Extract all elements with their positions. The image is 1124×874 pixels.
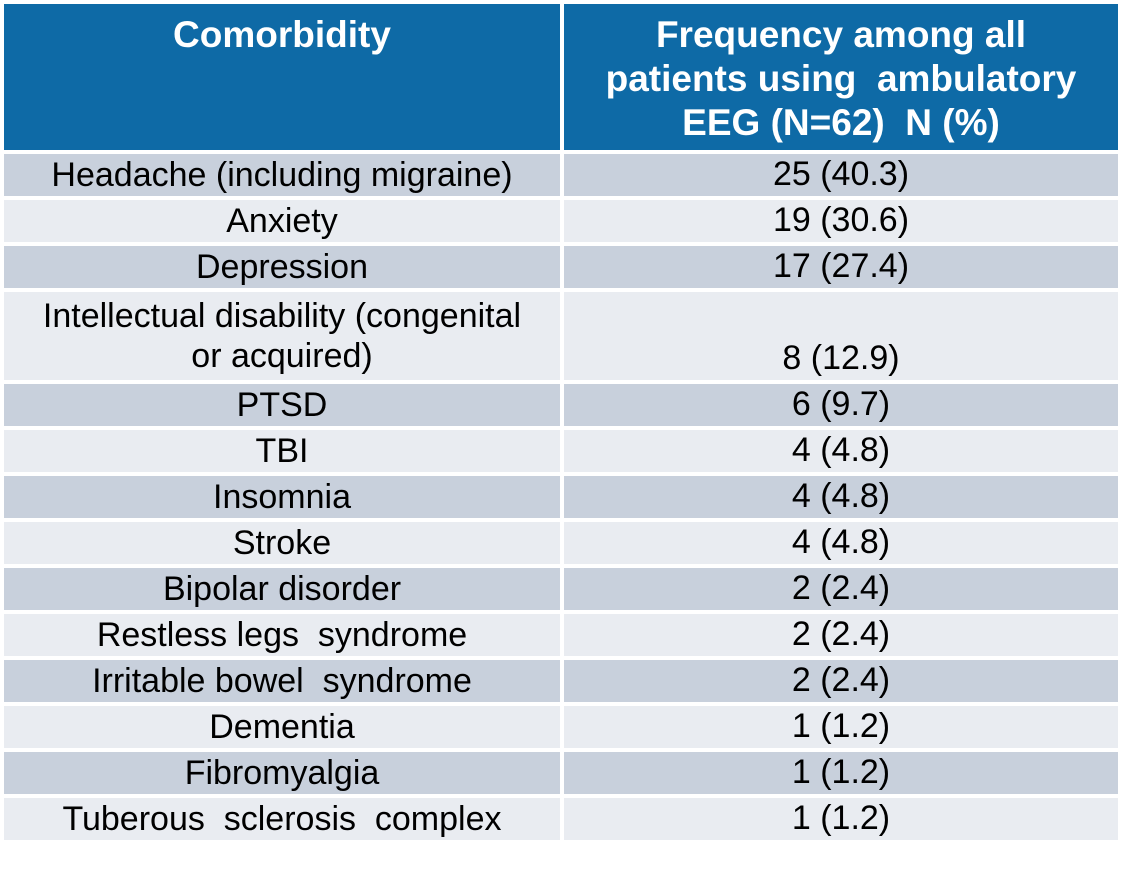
comorbidity-cell: Insomnia [4,476,560,518]
table-row: Headache (including migraine) 25 (40.3) [4,154,1118,196]
comorbidity-table: Comorbidity Frequency among all patients… [4,4,1118,840]
table-row: Depression 17 (27.4) [4,246,1118,288]
comorbidity-cell: Fibromyalgia [4,752,560,794]
comorbidity-header-cell: Comorbidity [4,4,560,150]
comorbidity-cell: Depression [4,246,560,288]
frequency-cell: 4 (4.8) [564,522,1118,564]
frequency-header-cell: Frequency among all patients using ambul… [564,4,1118,150]
comorbidity-cell: PTSD [4,384,560,426]
header-row: Comorbidity Frequency among all patients… [4,4,1118,150]
frequency-cell: 6 (9.7) [564,384,1118,426]
table-row: PTSD 6 (9.7) [4,384,1118,426]
frequency-cell: 4 (4.8) [564,430,1118,472]
frequency-cell: 2 (2.4) [564,660,1118,702]
comorbidity-cell: Headache (including migraine) [4,154,560,196]
table-row: Anxiety 19 (30.6) [4,200,1118,242]
table-row: TBI 4 (4.8) [4,430,1118,472]
frequency-cell: 1 (1.2) [564,798,1118,840]
table-row: Dementia 1 (1.2) [4,706,1118,748]
frequency-cell: 8 (12.9) [564,292,1118,380]
frequency-cell: 4 (4.8) [564,476,1118,518]
comorbidity-cell: Stroke [4,522,560,564]
table-row: Restless legs syndrome 2 (2.4) [4,614,1118,656]
frequency-cell: 17 (27.4) [564,246,1118,288]
frequency-cell: 2 (2.4) [564,568,1118,610]
frequency-cell: 25 (40.3) [564,154,1118,196]
comorbidity-cell: TBI [4,430,560,472]
table-row: Stroke 4 (4.8) [4,522,1118,564]
comorbidity-cell: Dementia [4,706,560,748]
comorbidity-cell: Bipolar disorder [4,568,560,610]
comorbidity-cell: Intellectual disability (congenital or a… [4,292,560,380]
table-row: Fibromyalgia 1 (1.2) [4,752,1118,794]
comorbidity-cell: Anxiety [4,200,560,242]
table-row: Intellectual disability (congenital or a… [4,292,1118,380]
frequency-cell: 2 (2.4) [564,614,1118,656]
comorbidity-cell: Restless legs syndrome [4,614,560,656]
comorbidity-cell: Irritable bowel syndrome [4,660,560,702]
frequency-cell: 1 (1.2) [564,752,1118,794]
table-row: Irritable bowel syndrome 2 (2.4) [4,660,1118,702]
table-row: Insomnia 4 (4.8) [4,476,1118,518]
frequency-cell: 1 (1.2) [564,706,1118,748]
comorbidity-cell: Tuberous sclerosis complex [4,798,560,840]
frequency-cell: 19 (30.6) [564,200,1118,242]
table-row: Tuberous sclerosis complex 1 (1.2) [4,798,1118,840]
table-row: Bipolar disorder 2 (2.4) [4,568,1118,610]
